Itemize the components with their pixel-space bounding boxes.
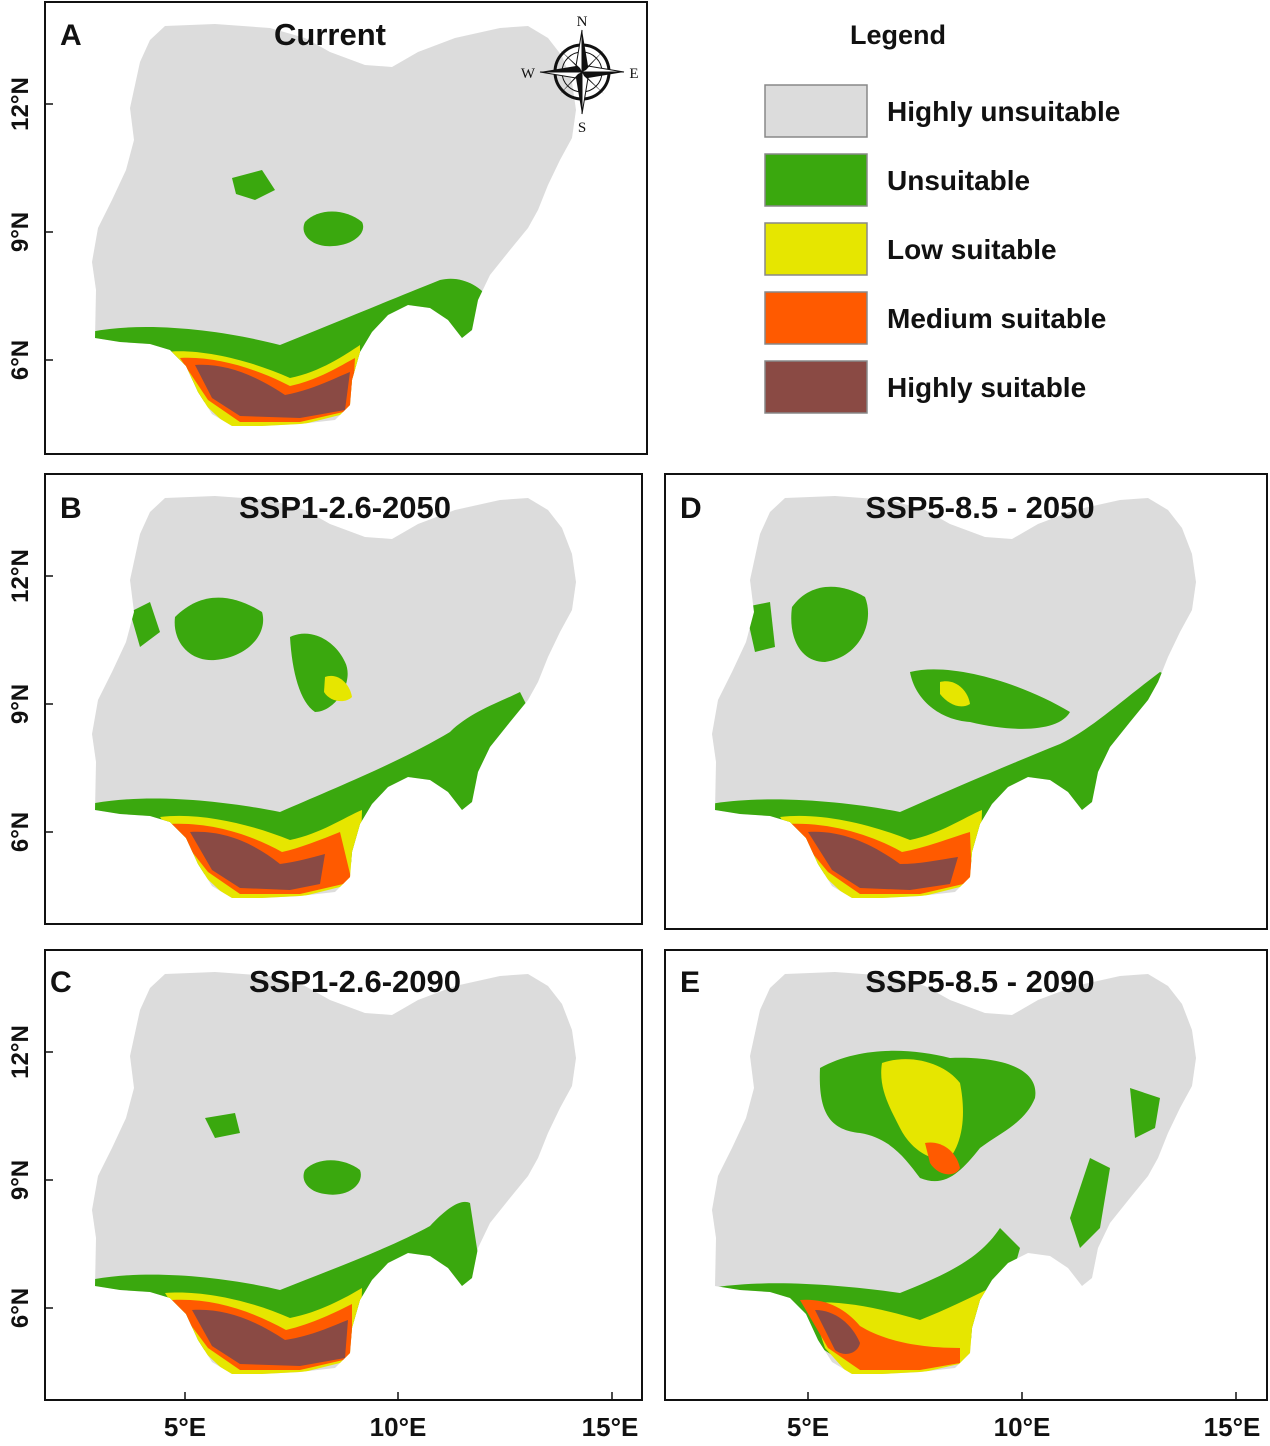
compass-s: S	[578, 120, 586, 136]
panel-b-lat-9: 9°N	[7, 684, 34, 724]
zone-unsuitable-north	[232, 170, 275, 200]
panel-c-lon-15: 15°E	[582, 1412, 639, 1442]
panel-b-title: SSP1-2.6-2050	[239, 490, 451, 525]
panel-e-letter: E	[680, 966, 700, 999]
panel-a-frame	[44, 1, 648, 455]
compass-icon: N S E W	[521, 14, 639, 136]
panel-b: B SSP1-2.6-2050 12°N 9°N 6°N	[7, 473, 643, 925]
legend-swatch-low-suitable	[764, 222, 868, 276]
legend-swatch-medium-suitable	[764, 291, 868, 345]
panel-c-lat-12: 12°N	[7, 1025, 34, 1079]
legend-title: Legend	[850, 20, 946, 50]
compass-n: N	[577, 14, 588, 30]
panel-d-letter: D	[680, 492, 702, 525]
panel-e-lon-15: 15°E	[1204, 1412, 1261, 1442]
panel-d-map	[712, 496, 1196, 898]
panel-c: C SSP1-2.6-2090 12°N 9°N 6°N 5°E 10°E 15…	[7, 949, 643, 1442]
zone-unsuitable-central	[303, 211, 364, 247]
panel-c-letter: C	[50, 966, 72, 999]
legend-label-low-suitable: Low suitable	[887, 234, 1057, 265]
panel-c-title: SSP1-2.6-2090	[249, 964, 461, 999]
panel-a: A Current 12°N 9°N 6°N N S E W	[7, 1, 648, 455]
panel-e-frame	[664, 949, 1268, 1401]
panel-a-letter: A	[60, 19, 82, 52]
panel-b-map	[92, 496, 576, 898]
panel-b-lat-6: 6°N	[7, 812, 34, 852]
panel-b-lat-12: 12°N	[7, 549, 34, 603]
panel-e-map	[712, 972, 1196, 1374]
panel-c-lat-9: 9°N	[7, 1160, 34, 1200]
legend: Legend Highly unsuitable Unsuitable Low su…	[764, 20, 1120, 414]
panel-a-title: Current	[274, 17, 386, 52]
panel-e-lon-10: 10°E	[994, 1412, 1051, 1442]
legend-swatch-unsuitable	[764, 153, 868, 207]
panel-c-map	[92, 972, 576, 1374]
panel-e-title: SSP5-8.5 - 2090	[865, 964, 1094, 999]
panel-c-lon-5: 5°E	[164, 1412, 206, 1442]
panel-a-lat-12: 12°N	[7, 77, 34, 131]
legend-label-unsuitable: Unsuitable	[887, 165, 1030, 196]
panel-a-lat-6: 6°N	[7, 340, 34, 380]
legend-swatch-highly-unsuitable	[764, 84, 868, 138]
legend-label-medium-suitable: Medium suitable	[887, 303, 1106, 334]
panel-c-frame	[44, 949, 643, 1401]
zone-high	[195, 364, 350, 418]
legend-label-highly-unsuitable: Highly unsuitable	[887, 96, 1120, 127]
compass-w: W	[521, 66, 536, 82]
panel-e-lon-5: 5°E	[787, 1412, 829, 1442]
panel-d-frame	[664, 473, 1268, 930]
panel-d-title: SSP5-8.5 - 2050	[865, 490, 1094, 525]
panel-a-lat-9: 9°N	[7, 212, 34, 252]
panel-c-lat-6: 6°N	[7, 1288, 34, 1328]
panel-e: E SSP5-8.5 - 2090 5°E 10°E 15°E	[664, 949, 1268, 1442]
panel-b-letter: B	[60, 492, 82, 525]
panel-c-lon-10: 10°E	[370, 1412, 427, 1442]
compass-e: E	[629, 66, 638, 82]
legend-label-highly-suitable: Highly suitable	[887, 372, 1086, 403]
panel-a-map	[92, 24, 576, 426]
legend-swatch-highly-suitable	[764, 360, 868, 414]
panel-d: D SSP5-8.5 - 2050	[664, 473, 1268, 930]
panel-b-frame	[44, 473, 643, 925]
